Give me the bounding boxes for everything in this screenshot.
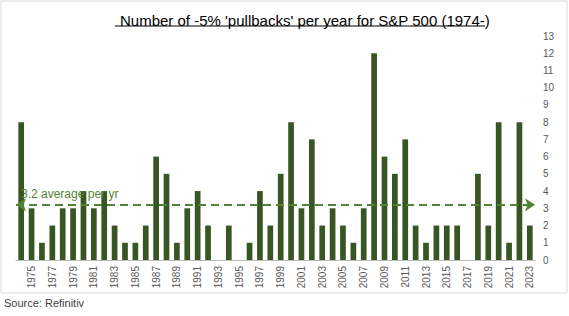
svg-text:1: 1 [543,237,549,248]
svg-text:5: 5 [543,168,549,179]
svg-text:1987: 1987 [151,266,162,289]
svg-text:9: 9 [543,99,549,110]
svg-text:8: 8 [543,117,549,128]
svg-text:3: 3 [543,203,549,214]
svg-text:11: 11 [543,65,554,76]
svg-text:2019: 2019 [483,266,494,289]
svg-text:2005: 2005 [337,266,348,289]
svg-text:1977: 1977 [47,266,58,289]
svg-text:1979: 1979 [68,266,79,289]
svg-text:2023: 2023 [524,266,535,289]
svg-text:2021: 2021 [504,266,515,289]
svg-text:13: 13 [543,31,555,42]
svg-text:0: 0 [543,255,549,266]
svg-text:1995: 1995 [234,266,245,289]
svg-text:1975: 1975 [26,266,37,289]
svg-text:2: 2 [543,220,549,231]
svg-text:1991: 1991 [192,266,203,289]
svg-text:4: 4 [543,186,549,197]
svg-text:1985: 1985 [130,266,141,289]
svg-text:2001: 2001 [296,266,307,289]
svg-text:2017: 2017 [462,266,473,289]
svg-text:Number of -5% 'pullbacks' per: Number of -5% 'pullbacks' per year for S… [120,12,490,29]
svg-text:3.2 average per yr: 3.2 average per yr [21,187,118,201]
svg-text:1983: 1983 [109,266,120,289]
svg-text:2009: 2009 [379,266,390,289]
svg-text:2015: 2015 [441,266,452,289]
svg-text:1989: 1989 [171,266,182,289]
svg-text:1993: 1993 [213,266,224,289]
svg-text:2013: 2013 [421,266,432,289]
svg-text:7: 7 [543,134,549,145]
svg-text:12: 12 [543,48,555,59]
svg-text:1981: 1981 [88,266,99,289]
svg-text:6: 6 [543,151,549,162]
svg-text:1999: 1999 [275,266,286,289]
svg-text:Source: Refinitiv: Source: Refinitiv [4,297,85,309]
svg-text:2007: 2007 [358,266,369,289]
svg-text:2003: 2003 [317,266,328,289]
svg-text:2011: 2011 [400,266,411,288]
svg-text:1997: 1997 [254,266,265,289]
svg-text:10: 10 [543,82,555,93]
